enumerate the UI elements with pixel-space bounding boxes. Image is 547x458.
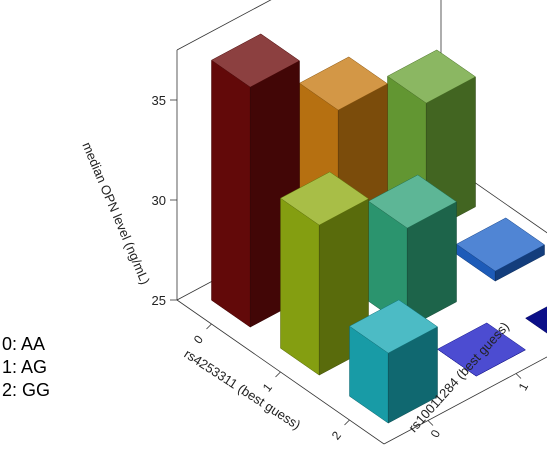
legend-item-1: 1: AG	[2, 357, 48, 377]
z-tick-label: 30	[152, 193, 166, 208]
bar-top-face	[211, 33, 300, 88]
bar	[349, 299, 438, 424]
bar-top-face	[349, 299, 438, 354]
bar	[437, 322, 526, 377]
bar	[368, 174, 457, 329]
bar-top-face	[525, 306, 547, 334]
z-axis-title: median OPN level (ng/mL)	[79, 140, 153, 287]
bars-group	[211, 33, 547, 424]
axis-box-line	[441, 0, 547, 53]
y-tick-label: 0	[428, 427, 444, 440]
bar-top-face	[387, 49, 476, 104]
y-tick-mark	[515, 373, 522, 379]
bar-top-face	[368, 174, 457, 229]
x-tick-mark	[275, 371, 281, 378]
y-tick-label: 1	[516, 380, 532, 393]
x-tick-label: 0	[191, 332, 206, 346]
bar	[456, 217, 545, 282]
x-tick-mark	[206, 323, 212, 330]
bar	[525, 306, 547, 334]
axis-box-line	[176, 0, 272, 51]
x-tick-label: 2	[329, 428, 344, 442]
bar-top-face	[437, 322, 526, 377]
bar-top-face	[299, 56, 388, 111]
bar-top-face	[456, 217, 545, 272]
z-tick-label: 35	[152, 93, 166, 108]
bar-left-face	[280, 197, 320, 376]
y-tick-mark	[427, 420, 434, 426]
legend-item-0: 0: AA	[2, 334, 46, 354]
bar-top-face	[280, 171, 369, 226]
genotype-legend: 0: AA 1: AG 2: GG	[2, 333, 50, 402]
bar-left-face	[211, 59, 251, 328]
legend-item-2: 2: GG	[2, 380, 51, 400]
x-tick-mark	[344, 419, 350, 426]
z-tick-label: 25	[152, 293, 166, 308]
x-axis-title: rs4253311 (best guess)	[181, 346, 303, 432]
